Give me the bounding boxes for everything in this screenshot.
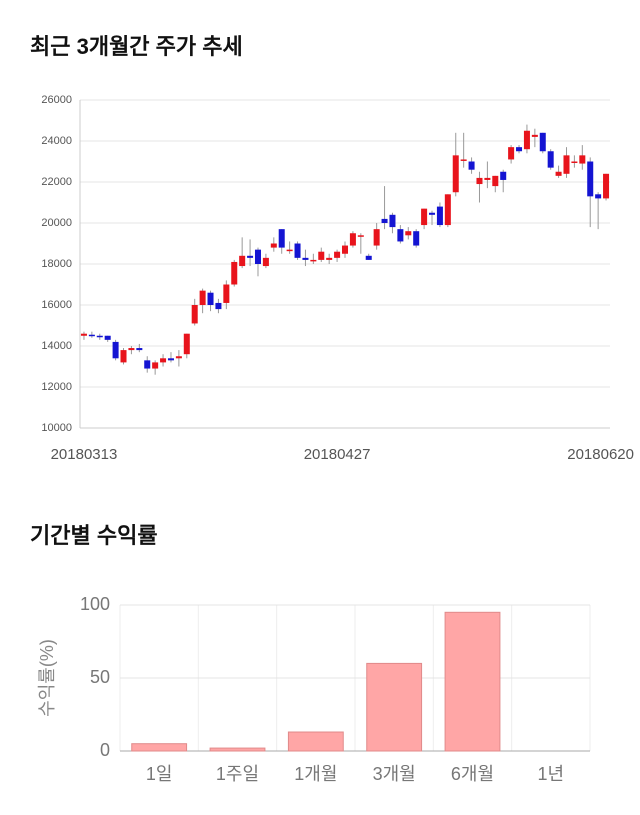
candle-body xyxy=(104,335,111,340)
x-tick-label: 20180313 xyxy=(51,446,118,463)
x-tick-label: 6개월 xyxy=(451,764,494,784)
candle-body xyxy=(397,229,404,242)
candle-body xyxy=(468,161,475,170)
bar xyxy=(366,662,423,752)
candle-body xyxy=(579,155,586,164)
x-tick-label: 20180620 xyxy=(567,446,634,463)
candle-body xyxy=(587,161,594,197)
candle-body xyxy=(421,208,428,226)
candle-body xyxy=(254,249,261,264)
candle-body xyxy=(373,229,380,246)
y-tick-label: 26000 xyxy=(41,94,72,106)
candle-body xyxy=(294,243,301,258)
candle-body xyxy=(160,358,167,363)
bar xyxy=(287,731,344,752)
x-tick-label: 1일 xyxy=(146,764,173,784)
candle-body xyxy=(603,173,610,199)
candle-body xyxy=(444,194,451,226)
candle-body xyxy=(460,159,467,161)
candle-body xyxy=(523,130,530,150)
candle-body xyxy=(88,334,95,337)
chart-title: 기간별 수익률 xyxy=(30,523,158,548)
candle-body xyxy=(80,333,87,336)
candle-body xyxy=(199,290,206,305)
candle-body xyxy=(112,341,119,359)
candle-body xyxy=(302,257,309,260)
candle-body xyxy=(136,348,143,351)
candle-body xyxy=(326,257,333,260)
candle-body xyxy=(555,171,562,176)
candle-body xyxy=(563,155,570,174)
y-tick-label: 24000 xyxy=(41,135,72,147)
y-tick-label: 10000 xyxy=(41,422,72,434)
candle-body xyxy=(539,132,546,152)
candle-body xyxy=(334,251,341,258)
candle-body xyxy=(128,348,135,351)
candle-body xyxy=(144,360,151,369)
x-tick-label: 20180427 xyxy=(304,446,371,463)
x-tick-label: 3개월 xyxy=(373,764,416,784)
candle-body xyxy=(191,305,198,324)
candle-body xyxy=(357,235,364,237)
bar xyxy=(209,747,266,752)
x-tick-label: 1년 xyxy=(538,764,565,784)
candle-body xyxy=(405,231,412,236)
x-tick-label: 1주일 xyxy=(216,764,259,784)
x-tick-label: 1개월 xyxy=(294,764,337,784)
candle-body xyxy=(349,233,356,246)
candle-body xyxy=(476,177,483,185)
bar xyxy=(131,743,188,752)
candle-body xyxy=(310,259,317,262)
candle-body xyxy=(152,362,159,369)
y-axis-label: 수익률(%) xyxy=(37,639,57,717)
candle-body xyxy=(96,335,103,338)
candle-body xyxy=(389,214,396,228)
candle-body xyxy=(452,155,459,193)
chart-title: 최근 3개월간 주가 추세 xyxy=(30,34,243,59)
candle-body xyxy=(413,231,420,246)
y-tick-label: 12000 xyxy=(41,381,72,393)
candle-body xyxy=(120,350,127,363)
candle-body xyxy=(516,147,523,152)
y-tick-label: 14000 xyxy=(41,340,72,352)
candle-body xyxy=(231,261,238,285)
bar xyxy=(444,611,501,752)
candle-body xyxy=(436,206,443,226)
candle-body xyxy=(207,292,214,305)
candle-body xyxy=(341,245,349,254)
candle-body xyxy=(247,255,254,258)
candle-body xyxy=(215,302,222,310)
candle-body xyxy=(175,356,182,359)
candle-body xyxy=(508,147,515,160)
candle-body xyxy=(286,249,293,252)
candle-body xyxy=(531,134,538,137)
candle-body xyxy=(484,177,491,180)
y-tick-label: 22000 xyxy=(41,176,72,188)
candle-body xyxy=(547,151,554,168)
candle-body xyxy=(500,171,507,180)
candle-body xyxy=(381,218,388,223)
y-tick-label: 16000 xyxy=(41,299,72,311)
candle-body xyxy=(270,243,277,248)
candle-body xyxy=(239,255,246,267)
candle-body xyxy=(492,175,499,187)
candle-body xyxy=(595,194,602,199)
candle-body xyxy=(318,251,325,260)
candle-body xyxy=(223,284,230,303)
y-tick-label: 0 xyxy=(100,740,110,760)
candle-body xyxy=(429,212,436,215)
y-tick-label: 18000 xyxy=(41,258,72,270)
candle-body xyxy=(262,257,269,267)
y-tick-label: 50 xyxy=(90,667,110,687)
candle-body xyxy=(167,358,174,361)
candle-body xyxy=(183,333,190,355)
y-tick-label: 20000 xyxy=(41,217,72,229)
candle-body xyxy=(278,229,285,248)
y-tick-label: 100 xyxy=(80,594,110,614)
candle-body xyxy=(365,255,372,260)
candle-body xyxy=(571,161,578,163)
